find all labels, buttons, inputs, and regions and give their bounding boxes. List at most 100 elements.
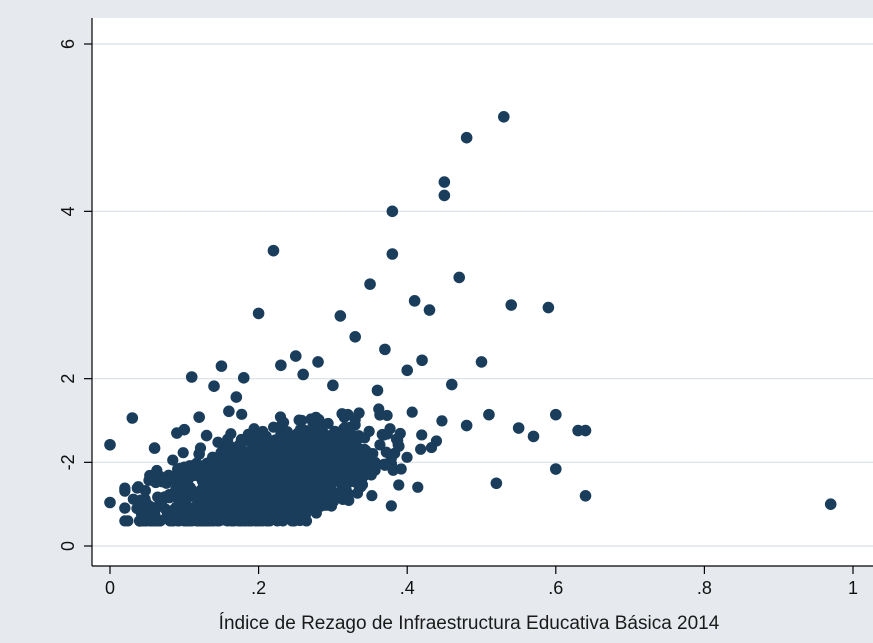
scatter-point xyxy=(260,430,272,443)
scatter-point xyxy=(236,408,248,420)
scatter-point xyxy=(212,436,224,448)
scatter-point xyxy=(497,110,510,123)
scatter-point xyxy=(374,439,386,451)
scatter-point xyxy=(300,434,312,446)
scatter-point xyxy=(293,482,305,494)
scatter-point xyxy=(172,471,184,483)
scatter-point xyxy=(312,356,324,368)
x-tick-label: 0 xyxy=(105,578,115,598)
data-points xyxy=(104,110,837,527)
scatter-point xyxy=(336,475,348,488)
scatter-point xyxy=(287,444,299,457)
scatter-point xyxy=(384,423,396,435)
scatter-point xyxy=(351,487,364,499)
scatter-point xyxy=(505,299,518,311)
scatter-point xyxy=(430,435,443,447)
scatter-point xyxy=(267,244,280,257)
scatter-point xyxy=(290,459,302,471)
scatter-point xyxy=(286,469,298,481)
scatter-point xyxy=(190,467,202,479)
scatter-point xyxy=(144,469,156,482)
scatter-point xyxy=(364,278,376,290)
scatter-point xyxy=(191,457,203,469)
scatter-point xyxy=(527,430,540,443)
scatter-point xyxy=(304,444,317,457)
scatter-point xyxy=(193,448,205,460)
scatter-point xyxy=(185,371,198,383)
scatter-point xyxy=(237,496,249,509)
y-tick-label: 4 xyxy=(58,206,78,216)
scatter-point xyxy=(154,515,166,527)
scatter-point xyxy=(311,455,324,467)
scatter-point xyxy=(288,515,300,527)
scatter-point xyxy=(179,484,191,496)
scatter-point xyxy=(343,494,355,506)
scatter-point xyxy=(387,464,399,476)
y-tick-label: 0 xyxy=(58,541,78,551)
scatter-point xyxy=(350,430,362,442)
scatter-point xyxy=(416,429,428,441)
scatter-point xyxy=(189,511,201,523)
scatter-point xyxy=(208,380,220,392)
scatter-point xyxy=(119,484,131,496)
scatter-point xyxy=(171,482,183,494)
scatter-point xyxy=(423,304,436,316)
scatter-point xyxy=(401,451,413,463)
scatter-point xyxy=(203,507,215,519)
scatter-point xyxy=(212,451,225,463)
scatter-point xyxy=(152,491,164,503)
x-tick-label: 1 xyxy=(848,578,858,598)
scatter-point xyxy=(277,416,290,429)
scatter-point xyxy=(163,491,176,504)
scatter-point xyxy=(271,436,283,448)
scatter-point xyxy=(216,513,228,525)
scatter-point xyxy=(194,501,206,513)
scatter-point xyxy=(277,461,289,473)
scatter-point xyxy=(178,423,191,436)
scatter-point xyxy=(333,487,345,499)
x-tick-label: .6 xyxy=(548,578,563,598)
scatter-point xyxy=(237,372,250,384)
scatter-point xyxy=(167,454,179,466)
scatter-point xyxy=(349,331,361,343)
scatter-point xyxy=(445,378,458,391)
x-tick-label: .8 xyxy=(697,578,712,598)
scatter-point xyxy=(214,481,226,493)
scatter-point xyxy=(357,466,370,478)
scatter-point xyxy=(171,514,183,526)
scatter-point xyxy=(460,131,473,144)
scatter-point xyxy=(178,461,191,474)
scatter-point xyxy=(300,468,312,480)
scatter-point xyxy=(322,417,334,430)
scatter-point xyxy=(223,405,235,418)
scatter-point xyxy=(297,368,309,381)
y-tick-label: 6 xyxy=(58,39,78,49)
scatter-point xyxy=(104,438,116,451)
scatter-point xyxy=(406,406,418,418)
scatter-point xyxy=(306,498,318,510)
scatter-point xyxy=(579,490,592,502)
scatter-point xyxy=(104,496,116,509)
scatter-point xyxy=(356,452,368,464)
scatter-point xyxy=(379,343,391,356)
scatter-point xyxy=(271,493,284,505)
scatter-point xyxy=(325,430,337,443)
scatter-point xyxy=(235,433,247,446)
scatter-point xyxy=(436,415,448,427)
scatter-point xyxy=(371,384,384,397)
scatter-point xyxy=(231,512,243,524)
scatter-point xyxy=(292,427,304,439)
scatter-point xyxy=(393,479,405,491)
scatter-point xyxy=(392,434,404,446)
scatter-point xyxy=(824,498,837,510)
grid-lines xyxy=(92,43,873,547)
scatter-point xyxy=(200,429,213,442)
scatter-point xyxy=(215,360,228,372)
scatter-point xyxy=(386,248,399,260)
scatter-point xyxy=(284,435,296,448)
scatter-point xyxy=(353,474,365,486)
scatter-point xyxy=(339,425,351,437)
scatter-point xyxy=(252,452,264,464)
scatter-point xyxy=(252,307,265,320)
